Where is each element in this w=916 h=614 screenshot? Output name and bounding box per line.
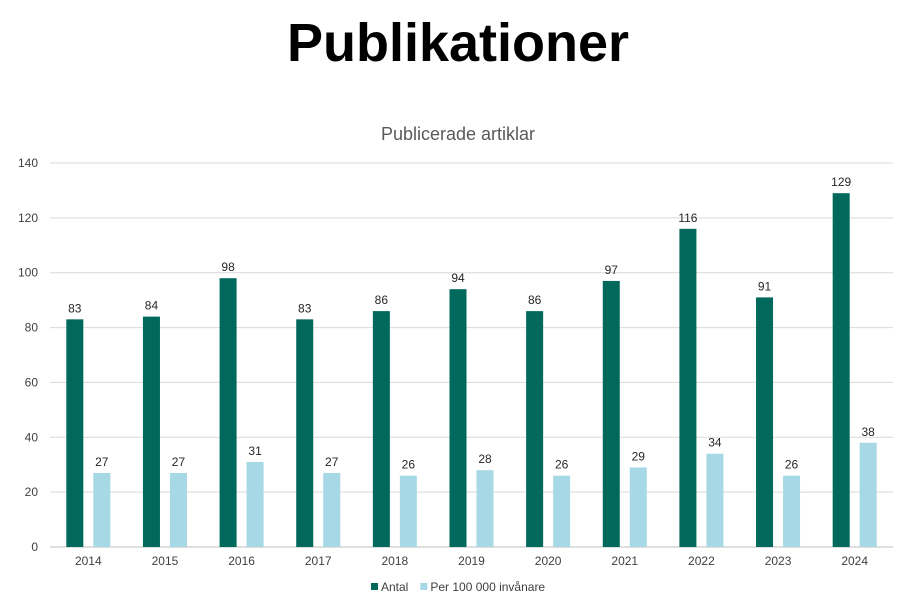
gridlines bbox=[50, 162, 893, 548]
chart-title: Publicerade artiklar bbox=[381, 124, 535, 144]
data-label: 28 bbox=[478, 452, 492, 466]
data-label: 27 bbox=[172, 455, 186, 469]
data-label: 83 bbox=[298, 301, 312, 315]
bar-antal bbox=[66, 319, 84, 547]
data-label: 26 bbox=[402, 458, 416, 472]
x-tick-label: 2017 bbox=[305, 554, 332, 568]
legend-label: Antal bbox=[381, 580, 408, 594]
bar-antal bbox=[219, 278, 237, 547]
x-tick-label: 2021 bbox=[611, 554, 638, 568]
bar-per-100000 bbox=[323, 472, 341, 547]
data-label: 83 bbox=[68, 301, 82, 315]
data-label: 98 bbox=[221, 260, 235, 274]
bar-per-100000 bbox=[706, 453, 724, 547]
bar-antal bbox=[296, 319, 314, 547]
data-label: 27 bbox=[325, 455, 339, 469]
bar-per-100000 bbox=[859, 442, 877, 547]
data-label: 27 bbox=[95, 455, 109, 469]
data-label: 97 bbox=[605, 263, 619, 277]
data-label: 129 bbox=[831, 175, 851, 189]
x-tick-label: 2014 bbox=[75, 554, 102, 568]
page-title: Publikationer bbox=[286, 13, 630, 73]
y-tick-label: 100 bbox=[18, 266, 38, 280]
x-tick-label: 2015 bbox=[152, 554, 179, 568]
bar-antal bbox=[449, 289, 467, 547]
y-tick-label: 0 bbox=[31, 540, 38, 554]
x-tick-label: 2024 bbox=[841, 554, 868, 568]
data-label: 31 bbox=[248, 444, 262, 458]
y-tick-label: 20 bbox=[25, 485, 39, 499]
data-label: 91 bbox=[758, 279, 772, 293]
bar-per-100000 bbox=[93, 472, 111, 547]
data-label: 86 bbox=[375, 293, 389, 307]
data-label: 34 bbox=[708, 436, 722, 450]
y-axis-ticks: 0 20 40 60 80 100 120 140 bbox=[18, 156, 38, 554]
bar-per-100000 bbox=[246, 461, 264, 547]
legend-swatch bbox=[420, 583, 428, 590]
bar-per-100000 bbox=[476, 470, 494, 547]
bar-antal bbox=[756, 297, 774, 547]
y-tick-label: 140 bbox=[18, 156, 38, 170]
x-tick-label: 2020 bbox=[535, 554, 562, 568]
bar-per-100000 bbox=[629, 467, 647, 547]
bar-per-100000 bbox=[169, 472, 187, 547]
data-label: 94 bbox=[451, 271, 465, 285]
x-axis-ticks: 2014 2015 2016 2017 2018 2019 2020 2021 2022 2023… bbox=[75, 554, 868, 568]
x-tick-label: 2019 bbox=[458, 554, 485, 568]
y-tick-label: 60 bbox=[25, 375, 39, 389]
bars: 83 27 84 27 98 31 83 27 86 26 94 28 86 26 97 29 116 34 91 2… bbox=[66, 175, 877, 548]
bar-antal bbox=[372, 311, 390, 547]
bar-antal bbox=[602, 280, 620, 547]
legend-label: Per 100 000 invånare bbox=[430, 580, 545, 594]
data-label: 86 bbox=[528, 293, 542, 307]
bar-per-100000 bbox=[553, 475, 571, 547]
bar-antal bbox=[142, 316, 160, 547]
x-tick-label: 2022 bbox=[688, 554, 715, 568]
data-label: 116 bbox=[678, 211, 697, 225]
bar-antal bbox=[526, 311, 544, 547]
y-tick-label: 120 bbox=[18, 211, 38, 225]
data-label: 84 bbox=[145, 299, 159, 313]
x-tick-label: 2016 bbox=[228, 554, 255, 568]
x-tick-label: 2023 bbox=[765, 554, 792, 568]
x-tick-label: 2018 bbox=[382, 554, 409, 568]
bar-antal bbox=[679, 228, 697, 548]
data-label: 29 bbox=[632, 449, 646, 463]
bar-per-100000 bbox=[783, 475, 801, 547]
data-label: 26 bbox=[785, 458, 799, 472]
y-tick-label: 80 bbox=[25, 321, 39, 335]
data-label: 38 bbox=[862, 425, 876, 439]
legend: Antal Per 100 000 invånare bbox=[371, 580, 545, 594]
legend-swatch bbox=[371, 583, 378, 590]
y-tick-label: 40 bbox=[25, 430, 39, 444]
bar-antal bbox=[832, 193, 850, 547]
data-label: 26 bbox=[555, 458, 569, 472]
bar-per-100000 bbox=[399, 475, 417, 547]
